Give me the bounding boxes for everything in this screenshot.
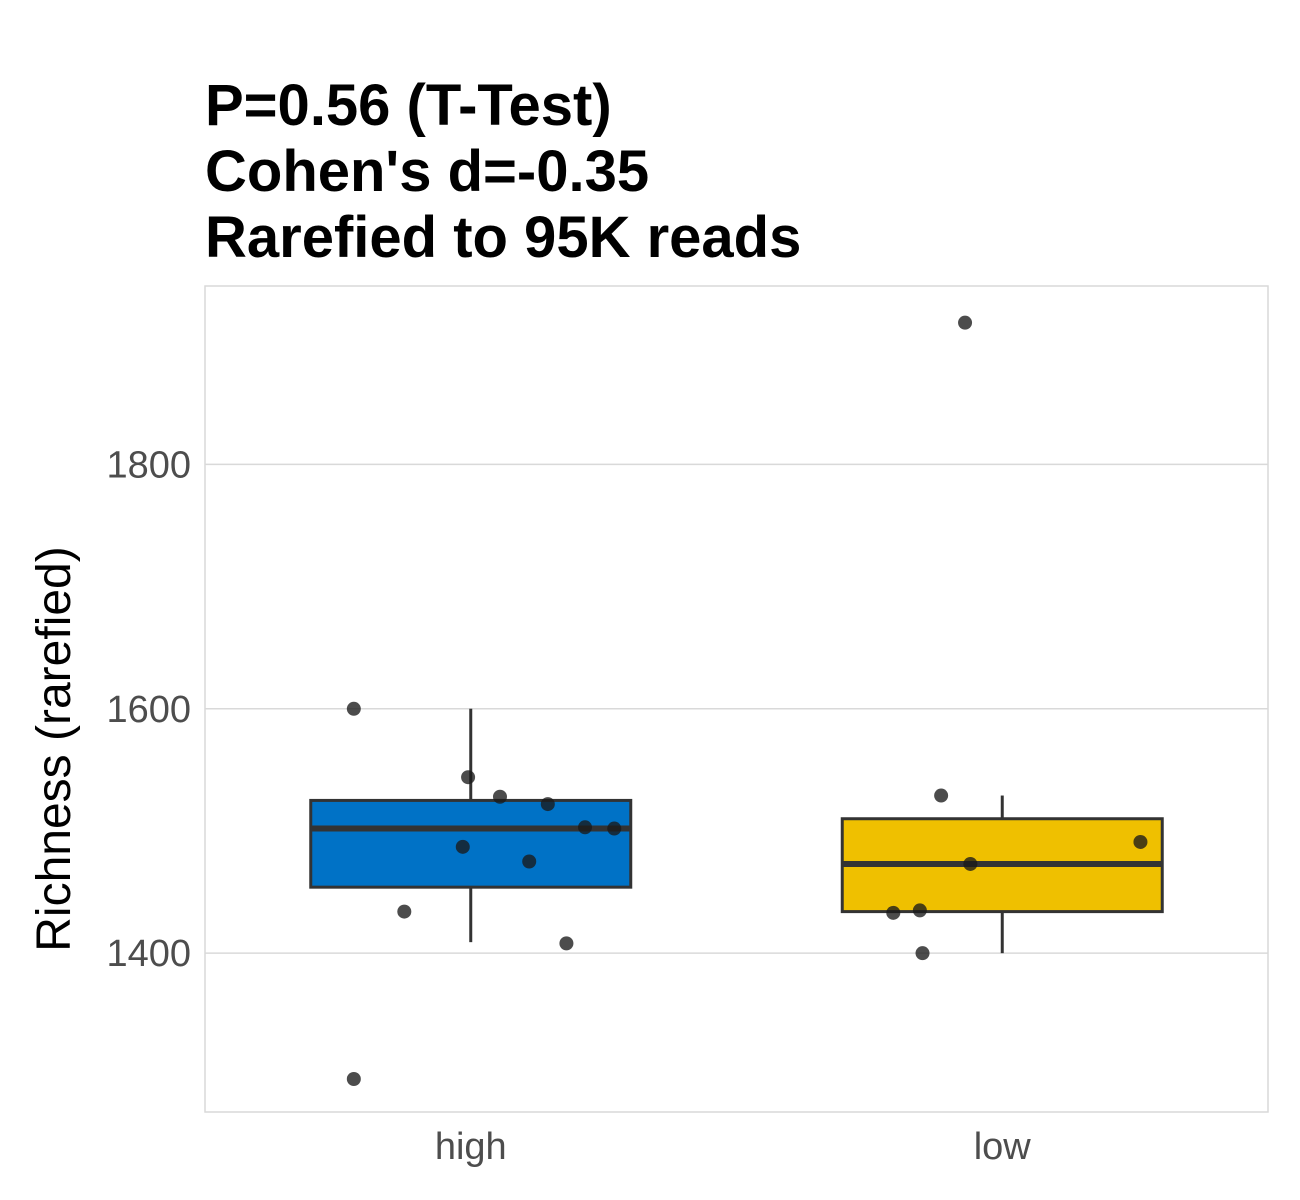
y-tick-labels: 1400 1600 1800 [106,444,191,975]
data-point-high-8 [522,854,537,869]
box-body-high [309,798,633,889]
data-point-high-7 [455,839,470,854]
data-point-low-3 [1133,834,1148,849]
box-high [309,708,633,943]
data-point-low-1 [958,315,973,330]
x-tick-label-low: low [974,1126,1032,1168]
data-points [346,315,1148,1087]
data-point-high-2 [461,770,476,785]
chart-title-line-3: Rarefied to 95K reads [205,205,801,270]
x-tick-label-high: high [435,1126,507,1168]
data-point-low-4 [963,856,978,871]
data-point-high-3 [492,789,507,804]
panel-border [204,285,1269,1113]
data-point-low-5 [912,903,927,918]
data-point-high-11 [346,1072,361,1087]
chart-title-line-2: Cohen's d=-0.35 [205,139,649,204]
data-point-high-10 [559,936,574,951]
chart-title-line-1: P=0.56 (T-Test) [205,73,612,138]
data-point-high-9 [397,904,412,919]
boxes [309,708,1164,954]
data-point-low-6 [886,905,901,920]
box-low [840,795,1164,954]
y-axis-title: Richness (rarefied) [28,546,81,951]
data-point-high-5 [578,820,593,835]
data-point-low-2 [934,788,949,803]
x-tick-labels: high low [435,1126,1031,1168]
data-point-high-1 [346,701,361,716]
data-point-high-4 [540,797,555,812]
data-point-low-7 [915,946,930,961]
data-point-high-6 [607,821,622,836]
y-tick-label-1400: 1400 [106,933,191,975]
y-tick-label-1600: 1600 [106,689,191,731]
y-tick-label-1800: 1800 [106,444,191,486]
gridlines [205,463,1268,954]
